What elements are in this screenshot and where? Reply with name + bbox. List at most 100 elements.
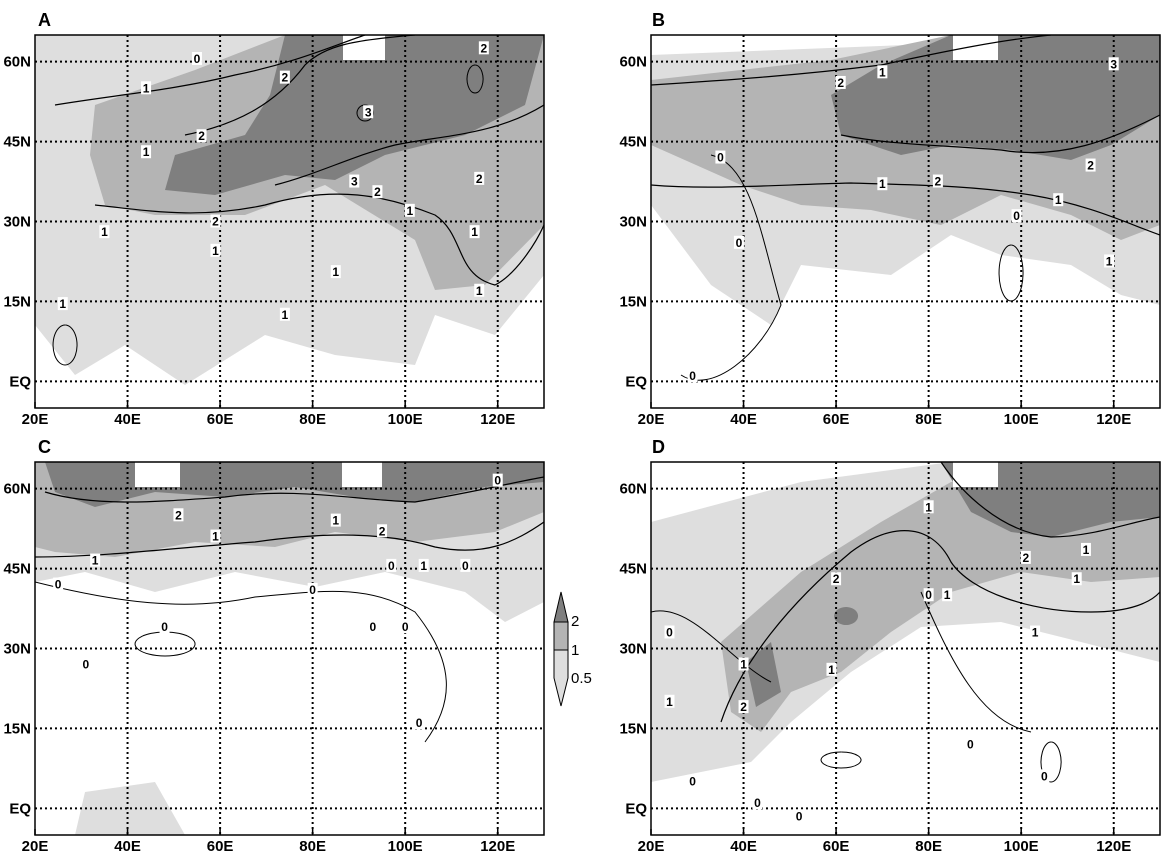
panel-c-contour-label-bg xyxy=(53,577,64,591)
panel-b-contour-label: 2 xyxy=(837,76,844,90)
panel-d-xtick-label: 40E xyxy=(730,838,757,855)
panel-b-contour-label-bg xyxy=(1108,57,1119,71)
panel-d-contour-label-bg xyxy=(738,700,749,714)
panel-b-ytick-label: 60N xyxy=(619,54,647,71)
panel-a-contour-label: 1 xyxy=(282,308,289,322)
panel-a-contour-label: 2 xyxy=(476,172,483,186)
panel-c-contour-label: 1 xyxy=(212,530,219,544)
panel-d-contour-label: 1 xyxy=(944,588,951,602)
panel-d-ytick-label: 60N xyxy=(619,481,647,498)
panel-a-contour-label-bg xyxy=(349,174,360,188)
panel-a-ytick-label: 15N xyxy=(3,293,31,310)
panel-a-contour-label-bg xyxy=(210,243,221,257)
panel-d-xtick-label: 20E xyxy=(638,838,665,855)
panel-c-xtick-label: 20E xyxy=(22,838,49,855)
panel-d-contour-label-bg xyxy=(831,572,842,586)
panel-d-xtick-label: 120E xyxy=(1096,838,1131,855)
panel-a: A 0 1 2 2 3 1 2 3 2 2 1 2 1 1 1 1 1 1 1 20E 40E 60E 80E 100E 12… xyxy=(3,10,545,428)
panel-a-contour-label-bg xyxy=(279,70,290,84)
panel-c-contour-label: 0 xyxy=(416,716,423,730)
panel-a-contour-label: 1 xyxy=(143,81,150,95)
panel-d-contour-label: 0 xyxy=(689,775,696,789)
panel-a-contour-label: 1 xyxy=(332,265,339,279)
panel-c-label: C xyxy=(38,437,51,457)
panel-c-contour-label: 0 xyxy=(494,474,501,488)
panel-d-contour-label: 1 xyxy=(666,695,673,709)
panel-a-frame xyxy=(34,34,545,409)
panel-d-contour-label: 1 xyxy=(925,500,932,514)
panel-a-contour-label-bg xyxy=(210,214,221,228)
panel-c-ytick-label: 45N xyxy=(3,561,31,578)
panel-a-xtick-label: 80E xyxy=(299,411,326,428)
panel-c-xtick-label: 60E xyxy=(207,838,234,855)
panel-c-contour-label-bg xyxy=(414,716,425,730)
panel-d-contour-label: 1 xyxy=(740,657,747,671)
panel-a-contour-label-bg xyxy=(404,203,415,217)
panel-d-contour-label-bg xyxy=(738,657,749,671)
panel-d-contour-label-bg xyxy=(1039,769,1050,783)
panel-b-dark-shading xyxy=(831,35,1160,160)
panel-d-contour-label: 1 xyxy=(1073,572,1080,586)
panel-a-contour-3 xyxy=(184,35,416,136)
panel-a-contour-label-bg xyxy=(279,307,290,321)
panel-a-contour-label: 2 xyxy=(282,71,289,85)
panel-c-contour-label: 0 xyxy=(388,559,395,573)
panel-c-ytick-label: 30N xyxy=(3,641,31,658)
panel-d-contour-label-bg xyxy=(664,625,675,639)
panel-c-contour-label-bg xyxy=(418,558,429,572)
panel-d-dark-shading xyxy=(746,462,1160,707)
panel-d-contour-label-bg xyxy=(794,809,805,823)
panel-d-contour-label: 0 xyxy=(1041,769,1048,783)
panel-c-map: 2 1 1 2 0 1 0 1 0 0 0 0 0 0 0 0 xyxy=(35,462,544,835)
panel-c-contour-2 xyxy=(35,521,544,558)
panel-d-contour-label: 0 xyxy=(754,796,761,810)
panel-c-ticks: 20E 40E 60E 80E 100E 120E 60N 45N 30N 15N EQ xyxy=(3,481,515,855)
panel-c-contour-label-bg xyxy=(159,620,170,634)
panel-a-xtick-label: 100E xyxy=(388,411,423,428)
panel-d-contour-label-bg xyxy=(942,588,953,602)
panel-a-label: A xyxy=(38,10,51,30)
panel-a-contour-label-bg xyxy=(363,105,374,119)
panel-d-contour-label-bg xyxy=(923,500,934,514)
panel-a-contour-label: 1 xyxy=(143,145,150,159)
panel-a-ytick-label: 30N xyxy=(3,214,31,231)
panel-b-contour-label: 2 xyxy=(1087,159,1094,173)
panel-c-contour-label: 2 xyxy=(379,524,386,538)
panel-a-contour-label-bg xyxy=(372,185,383,199)
panel-a-contour-label-bg xyxy=(469,225,480,239)
panel-b-xtick-label: 40E xyxy=(730,411,757,428)
panel-b-xtick-label: 120E xyxy=(1096,411,1131,428)
panel-a-contour-label-bg xyxy=(330,265,341,279)
panel-a-contour-label: 1 xyxy=(212,244,219,258)
panel-d-ytick-label: 15N xyxy=(619,720,647,737)
panel-b-contour-label-bg xyxy=(1104,254,1115,268)
panel-c-ytick-label: 15N xyxy=(3,720,31,737)
panel-d-label: D xyxy=(652,437,665,457)
panel-d-contour-label: 2 xyxy=(740,700,747,714)
panel-b-contour-label: 0 xyxy=(736,236,743,250)
panel-d-contour-label: 0 xyxy=(925,588,932,602)
panel-a-contour-label-bg xyxy=(474,171,485,185)
panel-a-contour-label-bg xyxy=(474,283,485,297)
panel-d-contour-label: 1 xyxy=(1032,626,1039,640)
panel-c-contour-label-bg xyxy=(307,582,318,596)
panel-a-contour-label: 3 xyxy=(365,105,372,119)
panel-a-contour-label-bg xyxy=(99,225,110,239)
panel-b-contour-label-bg xyxy=(932,174,943,188)
panel-d-contour-label: 2 xyxy=(833,572,840,586)
panel-b-contour-label: 2 xyxy=(935,175,942,189)
legend-swatch-dark xyxy=(553,591,569,623)
panel-d-contour-label-bg xyxy=(1071,572,1082,586)
panel-a-contour-1 xyxy=(54,35,366,106)
panel-b-contour-label: 1 xyxy=(1106,254,1113,268)
panel-a-contour-label: 3 xyxy=(351,175,358,189)
panel-b-contour-label: 1 xyxy=(879,65,886,79)
panel-a-ticks: 20E 40E 60E 80E 100E 120E 60N 45N 30N 15N EQ xyxy=(3,54,515,428)
panel-c-contour-label: 1 xyxy=(420,559,427,573)
panel-c-contour-label: 0 xyxy=(161,620,168,634)
panel-d-grid xyxy=(651,462,1160,835)
panel-d-contour-label: 0 xyxy=(796,809,803,823)
panel-d-contour-label-bg xyxy=(1020,550,1031,564)
panel-b-ytick-label: 30N xyxy=(619,214,647,231)
panel-a-contour-labels: 0 1 2 2 3 1 2 3 2 2 1 2 1 1 1 1 1 1 1 xyxy=(57,41,489,322)
